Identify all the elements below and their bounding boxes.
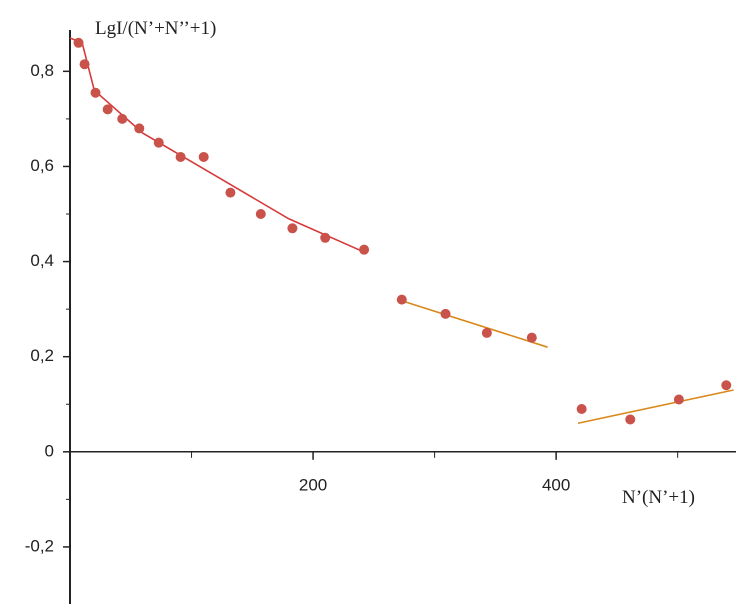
data-point [359,244,370,255]
data-point [440,308,451,319]
data-point [287,223,298,234]
fit-line [69,37,365,253]
data-point [134,123,145,134]
data-point [576,404,587,415]
fit-line [577,389,734,425]
data-point [673,394,684,405]
x-tick-label: 400 [542,475,570,494]
data-point [721,380,732,391]
y-axis-title: LgI/(N’+N’’+1) [95,18,216,39]
data-point [79,59,90,70]
y-tick-label: 0 [45,441,54,460]
y-tick-label: 0,4 [30,251,54,270]
data-point [225,187,236,198]
y-tick-label: -0,2 [25,536,54,555]
y-tick-label: 0,8 [30,61,54,80]
data-point [481,327,492,338]
data-point [255,209,266,220]
data-point [90,87,101,98]
y-tick-label: 0,6 [30,156,54,175]
data-point [625,414,636,425]
x-axis-title: N’(N’+1) [622,487,695,508]
data-point [396,294,407,305]
x-tick-label: 200 [299,475,327,494]
y-tick-label: 0,2 [30,346,54,365]
fit-line [397,298,548,348]
data-point [175,151,186,162]
data-point [73,37,84,48]
data-point [320,232,331,243]
data-point [198,151,209,162]
data-point [153,137,164,148]
data-point [102,104,113,115]
data-point [526,332,537,343]
data-point [117,113,128,124]
